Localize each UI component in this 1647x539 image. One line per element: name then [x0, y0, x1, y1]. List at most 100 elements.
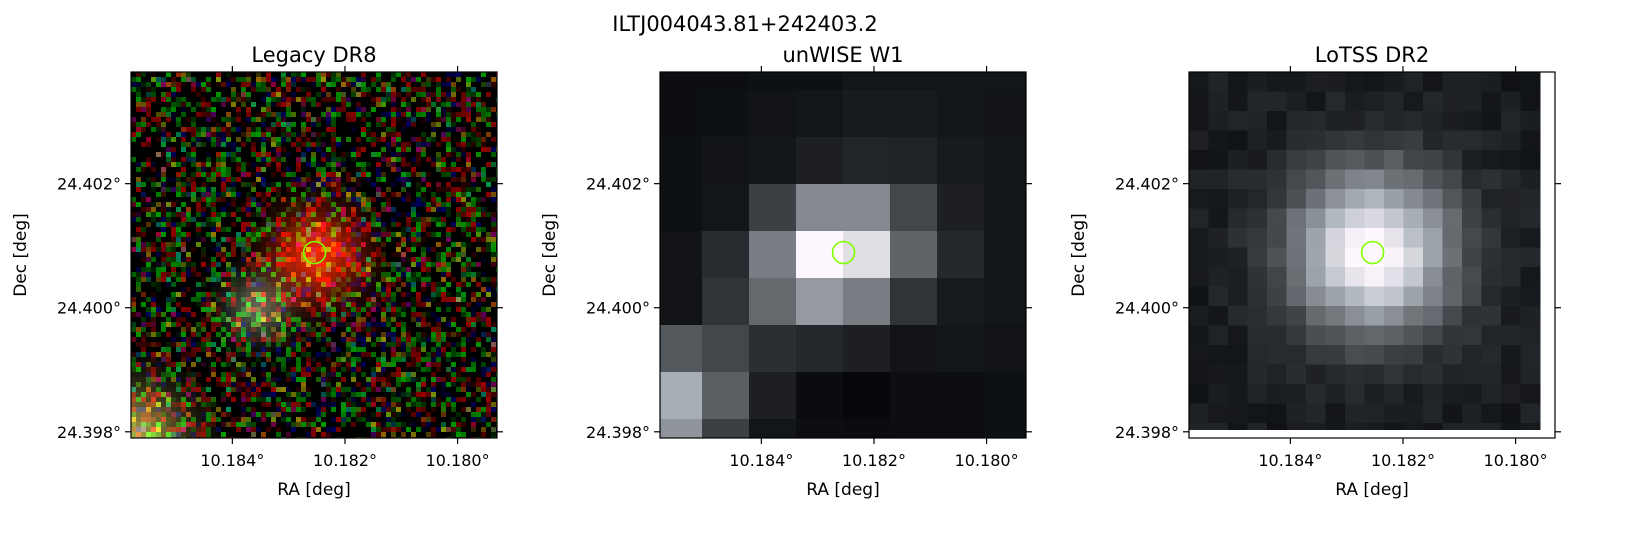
image-pixel	[171, 367, 176, 372]
image-pixel	[1189, 208, 1209, 229]
image-pixel	[476, 92, 481, 97]
image-pixel	[296, 167, 301, 172]
image-pixel	[216, 252, 221, 257]
image-pixel	[471, 312, 476, 317]
image-pixel	[296, 327, 301, 332]
image-pixel	[201, 172, 206, 177]
image-pixel	[386, 147, 391, 152]
image-pixel	[326, 342, 331, 347]
image-pixel	[466, 192, 471, 197]
image-pixel	[361, 227, 366, 232]
image-pixel	[256, 287, 261, 292]
image-pixel	[421, 247, 426, 252]
image-pixel	[316, 252, 321, 257]
image-pixel	[326, 82, 331, 87]
image-pixel	[1481, 267, 1502, 287]
image-pixel	[156, 312, 161, 317]
image-pixel	[421, 297, 426, 302]
image-pixel	[301, 107, 306, 112]
image-pixel	[890, 137, 938, 185]
image-pixel	[201, 362, 206, 367]
image-pixel	[1364, 325, 1385, 346]
image-pixel	[326, 367, 331, 372]
image-pixel	[471, 122, 476, 127]
image-pixel	[211, 422, 216, 427]
image-pixel	[141, 82, 146, 87]
image-pixel	[361, 242, 366, 247]
image-pixel	[341, 152, 346, 157]
image-pixel	[301, 137, 306, 142]
image-pixel	[401, 252, 406, 257]
image-pixel	[171, 322, 176, 327]
image-pixel	[441, 407, 446, 412]
image-pixel	[176, 277, 181, 282]
image-pixel	[161, 262, 166, 267]
image-pixel	[451, 347, 456, 352]
image-pixel	[141, 407, 146, 412]
image-pixel	[456, 332, 461, 337]
image-pixel	[481, 307, 486, 312]
image-pixel	[381, 177, 386, 182]
image-pixel	[286, 77, 291, 82]
image-pixel	[421, 192, 426, 197]
image-pixel	[1520, 306, 1541, 326]
image-pixel	[326, 152, 331, 157]
image-pixel	[236, 322, 241, 327]
image-pixel	[206, 417, 211, 422]
image-pixel	[351, 332, 356, 337]
image-pixel	[206, 127, 211, 132]
image-pixel	[301, 127, 306, 132]
image-pixel	[331, 407, 336, 412]
image-pixel	[316, 352, 321, 357]
image-pixel	[1501, 228, 1521, 248]
image-pixel	[171, 177, 176, 182]
image-pixel	[181, 382, 186, 387]
image-pixel	[306, 217, 311, 222]
image-pixel	[166, 362, 171, 367]
image-pixel	[246, 417, 251, 422]
image-pixel	[191, 217, 196, 222]
image-pixel	[371, 377, 376, 382]
image-pixel	[481, 272, 486, 277]
image-pixel	[381, 192, 386, 197]
image-pixel	[660, 231, 703, 279]
image-pixel	[426, 82, 431, 87]
image-pixel	[749, 278, 797, 326]
image-pixel	[381, 227, 386, 232]
image-pixel	[451, 147, 456, 152]
image-pixel	[246, 127, 251, 132]
image-pixel	[201, 427, 206, 432]
image-pixel	[471, 197, 476, 202]
image-pixel	[236, 402, 241, 407]
image-pixel	[1247, 345, 1268, 365]
image-pixel	[246, 312, 251, 317]
image-pixel	[246, 297, 251, 302]
image-pixel	[356, 292, 361, 297]
image-pixel	[251, 347, 256, 352]
image-pixel	[456, 377, 461, 382]
image-pixel	[301, 322, 306, 327]
image-pixel	[306, 297, 311, 302]
image-pixel	[476, 237, 481, 242]
image-pixel	[441, 102, 446, 107]
image-pixel	[1481, 306, 1502, 326]
image-pixel	[366, 387, 371, 392]
image-pixel	[381, 367, 386, 372]
image-pixel	[296, 337, 301, 342]
image-pixel	[201, 162, 206, 167]
image-pixel	[131, 82, 136, 87]
image-pixel	[351, 237, 356, 242]
image-pixel	[231, 347, 236, 352]
image-pixel	[376, 122, 381, 127]
image-pixel	[246, 427, 251, 432]
image-pixel	[436, 427, 441, 432]
image-pixel	[1520, 91, 1541, 112]
image-pixel	[246, 162, 251, 167]
image-pixel	[391, 182, 396, 187]
image-pixel	[276, 197, 281, 202]
image-pixel	[1189, 150, 1209, 170]
image-pixel	[231, 307, 236, 312]
image-pixel	[201, 167, 206, 172]
image-pixel	[266, 307, 271, 312]
image-pixel	[181, 402, 186, 407]
